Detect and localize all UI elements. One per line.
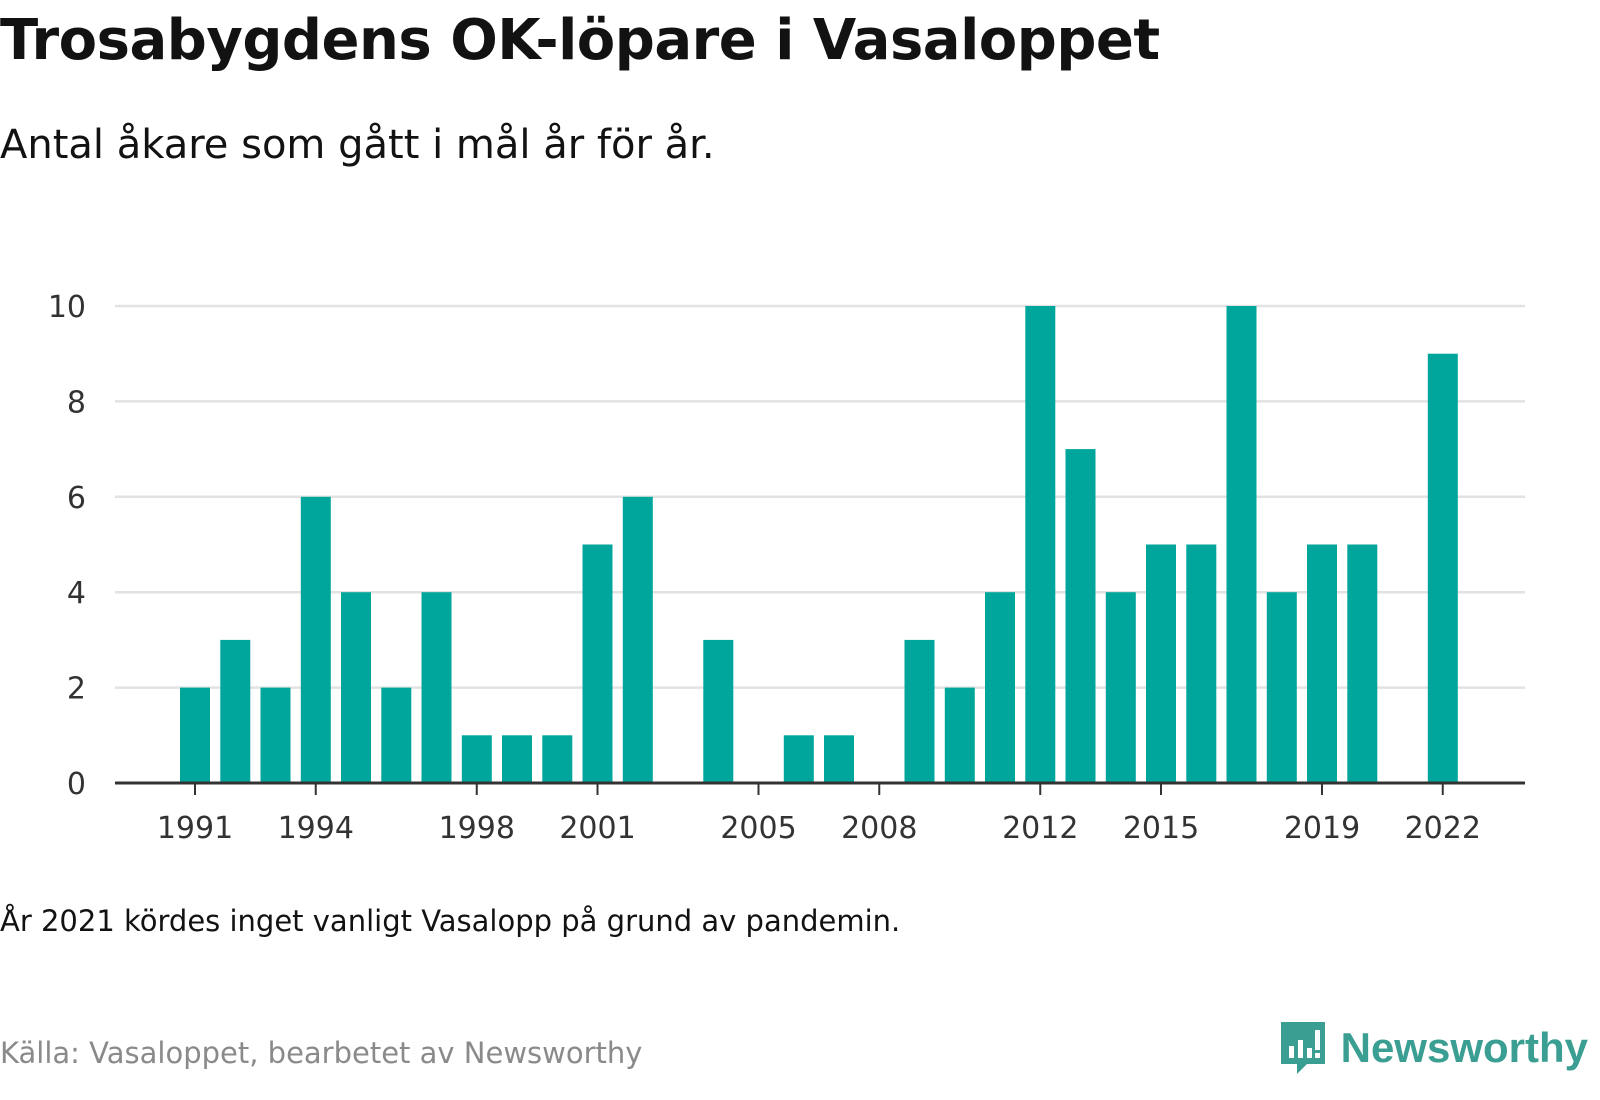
x-axis: 1991 1994 1998 2001 2005 2008 2012 2015 2019 2022 [115, 781, 1525, 846]
bar-1993 [260, 687, 291, 783]
x-tick-label: 2005 [720, 811, 796, 846]
chart-title: Trosabygdens OK-löpare i Vasaloppet [0, 8, 1160, 73]
bar-2001 [582, 544, 613, 783]
y-tick-label: 10 [48, 290, 86, 325]
x-tick-label: 2012 [1002, 811, 1078, 846]
bar-2002 [622, 496, 653, 783]
bar-2004 [703, 639, 734, 783]
bar-2006 [783, 735, 814, 783]
y-tick-label: 0 [67, 767, 86, 802]
bar-2013 [1065, 449, 1096, 783]
footnote: År 2021 kördes inget vanligt Vasalopp på… [0, 904, 901, 938]
bars [180, 306, 1458, 783]
bar-1996 [381, 687, 412, 783]
chart-subtitle: Antal åkare som gått i mål år för år. [0, 122, 715, 168]
bar-2000 [542, 735, 573, 783]
bar-2020 [1347, 544, 1378, 783]
x-tick-label: 2019 [1284, 811, 1360, 846]
x-tick-label: 1991 [157, 811, 233, 846]
x-tick-label: 2022 [1405, 811, 1481, 846]
bar-1997 [421, 592, 452, 783]
brand-name: Newsworthy [1340, 1024, 1588, 1071]
bar-1998 [461, 735, 492, 783]
bar-2011 [985, 592, 1015, 783]
y-axis-labels: 0 2 4 6 8 10 [48, 290, 86, 802]
newsworthy-brand: Newsworthy [1277, 1018, 1588, 1078]
source-text: Källa: Vasaloppet, bearbetet av Newswort… [0, 1036, 643, 1070]
bar-2007 [824, 735, 854, 783]
bar-2010 [944, 687, 975, 783]
bar-1994 [300, 496, 331, 783]
bar-2017 [1226, 306, 1257, 783]
x-tick-label: 2001 [559, 811, 635, 846]
bar-2014 [1105, 592, 1136, 783]
x-tick-label: 1994 [278, 811, 354, 846]
bar-chart: 0 2 4 6 8 10 1991 1994 1998 2001 2005 2008 2012 2015… [48, 290, 1525, 846]
newsworthy-logo-icon [1280, 1022, 1325, 1074]
bar-2019 [1307, 544, 1337, 783]
x-tick-label: 2015 [1123, 811, 1199, 846]
bar-2012 [1025, 306, 1056, 783]
bar-1992 [220, 639, 251, 783]
bar-1991 [180, 687, 210, 783]
bar-1995 [341, 592, 371, 783]
bar-2022 [1427, 353, 1458, 783]
x-tick-label: 1998 [439, 811, 515, 846]
bar-2015 [1146, 544, 1176, 783]
bar-1999 [502, 735, 532, 783]
bar-2018 [1266, 592, 1297, 783]
x-tick-label: 2008 [841, 811, 917, 846]
y-tick-label: 2 [67, 672, 86, 707]
bar-2009 [904, 639, 935, 783]
y-tick-label: 6 [67, 481, 86, 516]
y-tick-label: 4 [67, 576, 86, 611]
y-tick-label: 8 [67, 385, 86, 420]
bar-2016 [1186, 544, 1217, 783]
